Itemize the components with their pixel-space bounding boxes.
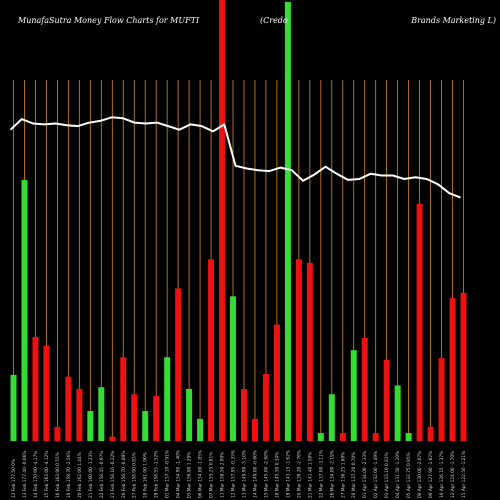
tick-label: 07 Mar 155.25 0.81% (209, 452, 215, 498)
tick-label: 12 Apr 124.00 -1.70% (450, 451, 456, 498)
tick-label: 21 Mar 141.40 1.58% (307, 452, 313, 498)
tick-label: 19 Mar 143.15 -1.62% (285, 450, 291, 498)
bar (361, 337, 368, 441)
chart-title-middle: (Credo (260, 16, 288, 25)
bar (295, 259, 302, 441)
tick-label: 14 Mar 149.00 -0.60% (252, 450, 258, 498)
bar (251, 418, 258, 441)
bar (317, 433, 324, 441)
bar (76, 388, 83, 441)
bar (10, 374, 17, 441)
bar (208, 259, 215, 441)
bar (350, 350, 357, 441)
tick-label: 27 Feb 158.00 0.83% (132, 452, 138, 498)
bar (230, 296, 237, 441)
tick-label: 03 Apr 133.10 0.83% (384, 452, 390, 498)
tick-label: 26 Feb 156.70 -0.89% (121, 451, 127, 498)
tick-label: 21 Feb 160.00 -1.23% (88, 451, 94, 498)
tick-label: 29 Feb 158.55 -1.52% (154, 451, 160, 498)
tick-label: 27 Mar 136.25 1.68% (340, 452, 346, 498)
tick-label: 09 Apr 127.90 -1.62% (428, 451, 434, 498)
tick-label: 05 Mar 156.90 1.29% (187, 452, 193, 498)
tick-label: 20 Feb 162.00 1.44% (77, 452, 83, 498)
bar (219, 0, 226, 441)
tick-label: 04 Mar 154.90 -1.40% (176, 450, 182, 498)
price-line (9, 116, 461, 199)
tick-label: 23 Feb 158.10 -0.22% (110, 451, 116, 498)
tick-label: 22 Feb 158.45 -0.97% (99, 451, 105, 498)
tick-label: 11 Mar 158.50 2.09% (220, 452, 226, 498)
bars (10, 0, 467, 442)
bar (394, 385, 401, 441)
tick-label: 02 Apr 132.00 -1.49% (373, 451, 379, 498)
bar (175, 288, 182, 441)
bar (153, 396, 160, 441)
tick-label: 08 Apr 130.00 -2.07% (417, 451, 423, 498)
tick-labels: 12 Feb 177.50 0% 13 Feb 177.40 -0.06% 14 F… (11, 450, 467, 498)
bar (372, 433, 379, 441)
tick-label: 01 Apr 134.00 -2.33% (362, 451, 368, 498)
bar (273, 324, 280, 441)
bar (262, 373, 269, 441)
bar (405, 433, 412, 441)
tick-label: 28 Mar 137.20 0.70% (351, 452, 357, 498)
tick-label: 15 Apr 122.50 -1.21% (461, 451, 467, 498)
bar (197, 418, 204, 441)
tick-label: 05 Apr 132.75 0.95% (406, 452, 412, 498)
bar (460, 292, 467, 441)
tick-label: 13 Mar 149.90 -5.10% (241, 450, 247, 498)
tick-label: 20 Mar 139.20 -2.76% (296, 450, 302, 498)
bar (164, 357, 171, 441)
bar (240, 388, 247, 441)
tick-label: 04 Apr 131.50 -1.20% (395, 451, 401, 498)
tick-label: 14 Feb 170.00 -4.17% (33, 451, 39, 498)
bar (438, 358, 445, 441)
bar (142, 411, 149, 441)
bar (131, 394, 138, 441)
tick-label: 13 Feb 177.40 -0.06% (22, 451, 28, 498)
bar (339, 433, 346, 441)
tick-label: 06 Mar 154.00 -1.85% (198, 450, 204, 498)
chart-title-left: MunafaSutra Money Flow Charts for MUFTI (18, 16, 200, 25)
tick-label: 26 Mar 134.00 -2.19% (329, 450, 335, 498)
tick-label: 16 Feb 163.90 0.55% (55, 452, 61, 498)
bar (54, 426, 61, 441)
bar (427, 426, 434, 441)
bar (43, 345, 50, 441)
tick-label: 12 Mar 157.95 -0.35% (231, 450, 237, 498)
bar (109, 436, 116, 441)
tick-label: 18 Mar 145.50 0.34% (274, 452, 280, 498)
bar (186, 388, 193, 441)
bar (65, 376, 72, 441)
bar (32, 336, 39, 441)
bar (284, 1, 291, 441)
tick-label: 01 Mar 157.10 -0.91% (165, 450, 171, 498)
bar (120, 357, 127, 441)
tick-label: 15 Mar 145.00 -2.68% (263, 450, 269, 498)
chart-title-right: Brands Marketing L) (411, 16, 496, 25)
tick-label: 10 Apr 126.15 -1.37% (439, 451, 445, 498)
bar (87, 411, 94, 441)
tick-label: 19 Feb 159.70 -2.56% (66, 451, 72, 498)
bar (383, 359, 390, 441)
bar (328, 394, 335, 441)
bar (449, 298, 456, 441)
bar (98, 387, 105, 441)
bar (306, 262, 313, 441)
tick-label: 12 Feb 177.50 0% (11, 459, 17, 498)
tick-label: 28 Feb 161.00 1.90% (143, 452, 149, 498)
bar (416, 203, 423, 441)
price-line-group (9, 116, 461, 199)
bar (21, 179, 28, 442)
tick-label: 22 Mar 137.00 -3.11% (318, 450, 324, 498)
tick-label: 15 Feb 163.00 -4.12% (44, 451, 50, 498)
